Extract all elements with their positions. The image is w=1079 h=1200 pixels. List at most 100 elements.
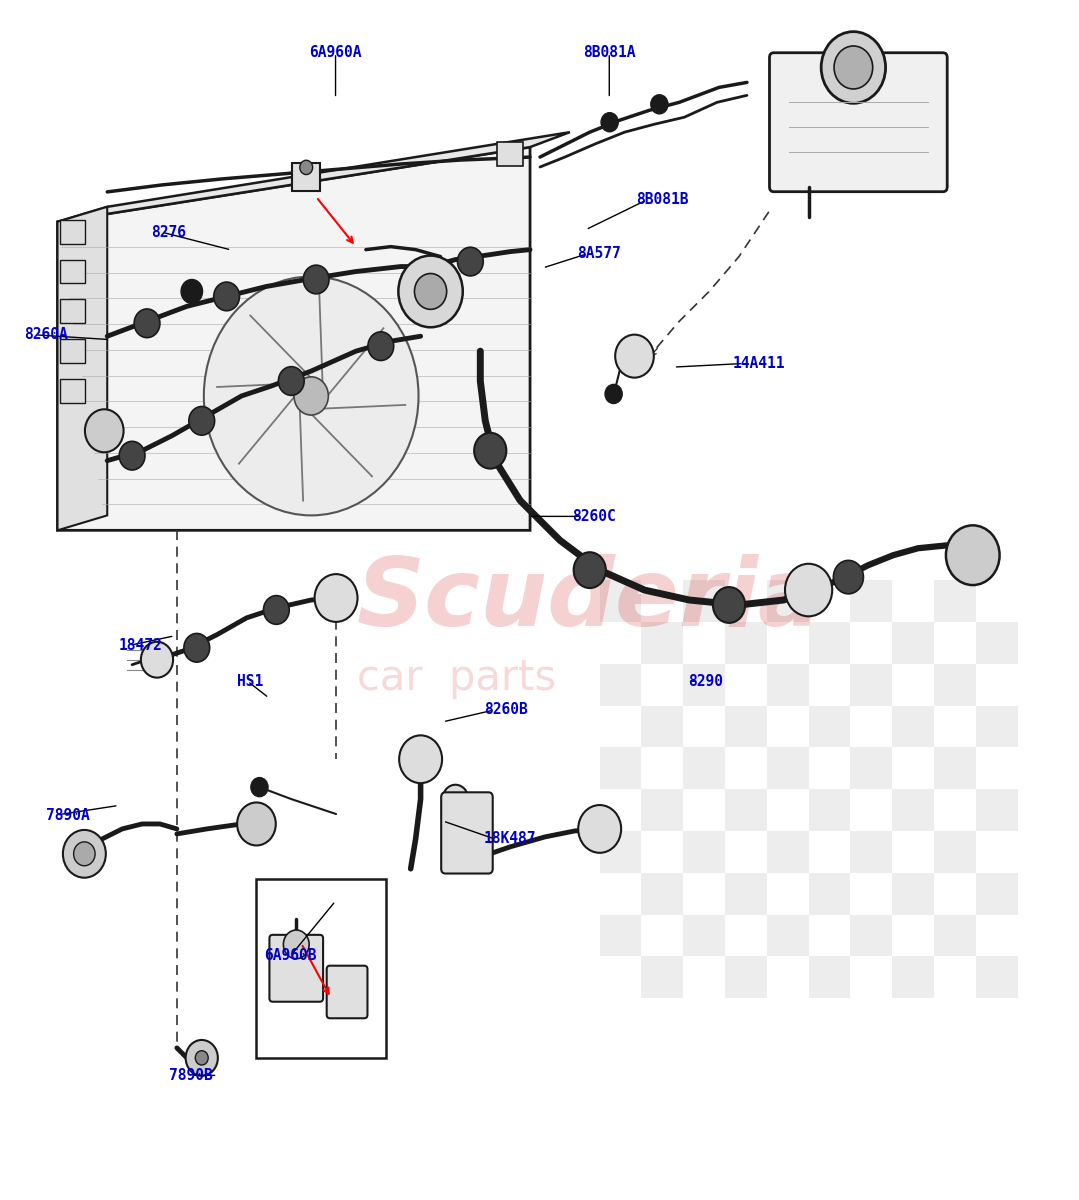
Circle shape: [303, 265, 329, 294]
Bar: [975, 956, 1017, 998]
Bar: [892, 956, 934, 998]
Circle shape: [601, 113, 618, 132]
FancyBboxPatch shape: [270, 935, 323, 1002]
Bar: [725, 622, 767, 664]
Bar: [600, 914, 642, 956]
Bar: [892, 622, 934, 664]
Text: 8276: 8276: [151, 224, 186, 240]
Bar: [725, 872, 767, 914]
Bar: [808, 790, 850, 830]
Bar: [850, 914, 892, 956]
Circle shape: [141, 642, 173, 678]
Bar: [934, 664, 975, 706]
Circle shape: [85, 409, 124, 452]
Circle shape: [399, 736, 442, 784]
Text: 8A577: 8A577: [577, 246, 620, 262]
Bar: [725, 956, 767, 998]
Text: Scuderia: Scuderia: [357, 554, 823, 646]
Bar: [767, 664, 808, 706]
Text: 8290: 8290: [687, 673, 723, 689]
Text: 6A960B: 6A960B: [264, 948, 317, 964]
Circle shape: [119, 442, 145, 470]
Text: 8260C: 8260C: [572, 509, 615, 524]
Bar: [642, 956, 683, 998]
Bar: [642, 622, 683, 664]
Bar: [850, 664, 892, 706]
Text: 8B081B: 8B081B: [637, 192, 688, 208]
Bar: [975, 872, 1017, 914]
Bar: [725, 790, 767, 830]
Text: HS1: HS1: [236, 673, 263, 689]
FancyBboxPatch shape: [769, 53, 947, 192]
FancyBboxPatch shape: [441, 792, 493, 874]
Bar: [850, 580, 892, 622]
Bar: [767, 580, 808, 622]
Bar: [850, 830, 892, 872]
Bar: [934, 830, 975, 872]
Bar: [59, 220, 85, 244]
Circle shape: [204, 276, 419, 515]
FancyBboxPatch shape: [327, 966, 368, 1019]
Text: 8260A: 8260A: [24, 328, 68, 342]
Bar: [767, 748, 808, 790]
Bar: [257, 878, 386, 1058]
Circle shape: [578, 805, 622, 853]
Circle shape: [574, 552, 605, 588]
Text: 8260B: 8260B: [483, 702, 528, 718]
Bar: [683, 664, 725, 706]
Circle shape: [368, 332, 394, 360]
Circle shape: [186, 1040, 218, 1075]
Circle shape: [605, 384, 623, 403]
Bar: [59, 379, 85, 403]
Circle shape: [398, 256, 463, 328]
Bar: [59, 340, 85, 364]
Bar: [808, 706, 850, 748]
Circle shape: [474, 433, 506, 469]
Circle shape: [946, 526, 999, 586]
Circle shape: [278, 367, 304, 395]
Text: 18472: 18472: [119, 638, 163, 653]
Circle shape: [63, 830, 106, 877]
Text: 18K487: 18K487: [483, 832, 536, 846]
Text: 7890A: 7890A: [45, 808, 90, 822]
Circle shape: [300, 161, 313, 174]
Circle shape: [284, 930, 310, 959]
Circle shape: [134, 308, 160, 337]
Bar: [934, 580, 975, 622]
Bar: [59, 299, 85, 323]
Bar: [59, 259, 85, 283]
Circle shape: [195, 1051, 208, 1066]
Text: 6A960A: 6A960A: [310, 46, 361, 60]
Bar: [808, 872, 850, 914]
Polygon shape: [57, 206, 107, 530]
Circle shape: [250, 778, 268, 797]
Bar: [292, 163, 320, 191]
Circle shape: [189, 407, 215, 436]
Bar: [683, 830, 725, 872]
Bar: [600, 830, 642, 872]
Circle shape: [713, 587, 746, 623]
Bar: [497, 142, 523, 166]
Bar: [767, 914, 808, 956]
Bar: [975, 706, 1017, 748]
Bar: [892, 872, 934, 914]
Bar: [683, 748, 725, 790]
Bar: [808, 956, 850, 998]
Bar: [600, 580, 642, 622]
Bar: [600, 664, 642, 706]
Bar: [975, 622, 1017, 664]
Bar: [600, 748, 642, 790]
Text: 8B081A: 8B081A: [583, 46, 636, 60]
Text: 7890B: 7890B: [168, 1068, 213, 1082]
Circle shape: [615, 335, 654, 378]
Bar: [892, 706, 934, 748]
Bar: [892, 790, 934, 830]
Bar: [934, 748, 975, 790]
Circle shape: [73, 842, 95, 865]
Bar: [850, 748, 892, 790]
Bar: [767, 830, 808, 872]
Circle shape: [833, 560, 863, 594]
Bar: [934, 914, 975, 956]
Circle shape: [293, 377, 328, 415]
Circle shape: [315, 574, 357, 622]
